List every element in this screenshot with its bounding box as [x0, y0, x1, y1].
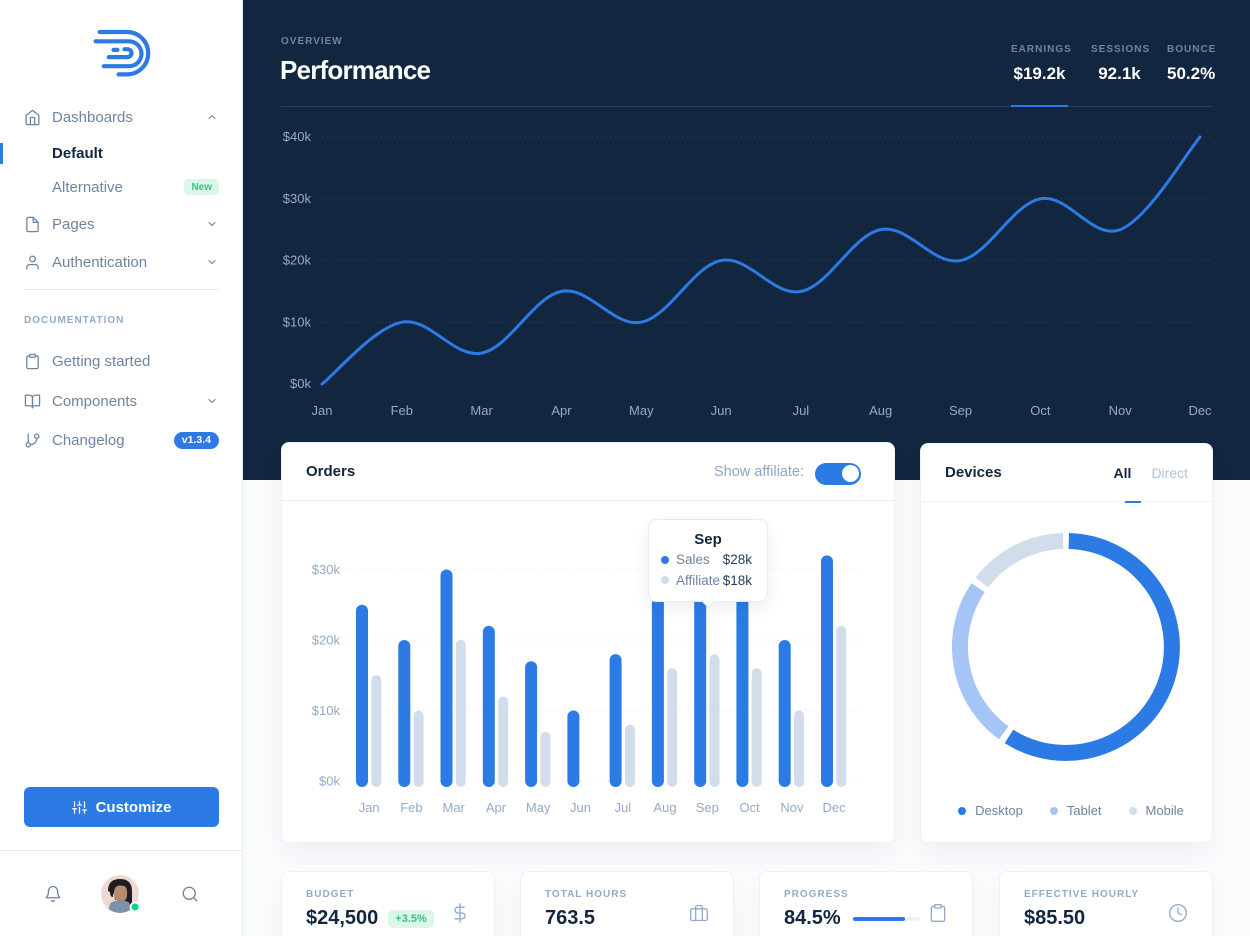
svg-text:Sep: Sep: [696, 800, 719, 815]
svg-text:Feb: Feb: [400, 800, 422, 815]
svg-text:May: May: [629, 403, 654, 418]
svg-text:Dec: Dec: [1188, 403, 1212, 418]
svg-text:Nov: Nov: [780, 800, 804, 815]
svg-text:Mar: Mar: [443, 800, 466, 815]
svg-text:Nov: Nov: [1109, 403, 1133, 418]
svg-text:Aug: Aug: [653, 800, 676, 815]
svg-text:$30k: $30k: [312, 562, 341, 577]
svg-text:Jul: Jul: [614, 800, 631, 815]
svg-text:$30k: $30k: [283, 191, 312, 206]
svg-text:Sep: Sep: [949, 403, 972, 418]
svg-text:Jul: Jul: [793, 403, 810, 418]
svg-text:Jun: Jun: [570, 800, 591, 815]
svg-text:Apr: Apr: [551, 403, 572, 418]
svg-text:Dec: Dec: [823, 800, 847, 815]
svg-text:Jun: Jun: [711, 403, 732, 418]
svg-text:$0k: $0k: [290, 376, 311, 391]
svg-text:$20k: $20k: [312, 633, 341, 648]
svg-text:$40k: $40k: [283, 129, 312, 144]
svg-text:$0k: $0k: [319, 774, 340, 789]
svg-text:$20k: $20k: [283, 253, 312, 268]
svg-text:Feb: Feb: [391, 403, 413, 418]
svg-text:Jan: Jan: [312, 403, 333, 418]
svg-text:$10k: $10k: [283, 315, 312, 330]
svg-text:Apr: Apr: [486, 800, 507, 815]
svg-text:May: May: [526, 800, 551, 815]
svg-text:$10k: $10k: [312, 703, 341, 718]
svg-text:Mar: Mar: [470, 403, 493, 418]
svg-text:Aug: Aug: [869, 403, 892, 418]
svg-text:Oct: Oct: [739, 800, 760, 815]
svg-text:Oct: Oct: [1030, 403, 1051, 418]
svg-text:Jan: Jan: [359, 800, 380, 815]
